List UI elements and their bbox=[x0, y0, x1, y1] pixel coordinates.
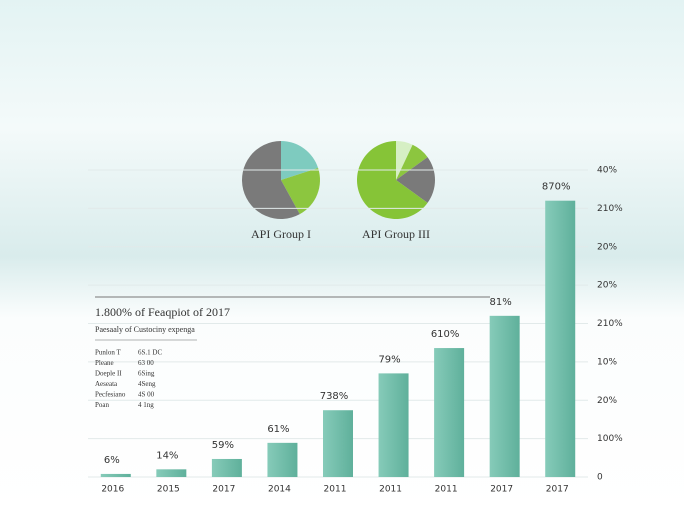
y-tick-label: 20% bbox=[597, 396, 617, 406]
table-cell: Pleane bbox=[95, 359, 114, 367]
y-tick-label: 210% bbox=[597, 319, 623, 329]
bar bbox=[489, 315, 520, 477]
x-tick-label: 2017 bbox=[546, 485, 569, 495]
x-tick-label: 2014 bbox=[268, 485, 291, 495]
table-cell: 4Seng bbox=[138, 380, 156, 388]
chart-title: 1.800% of Feaqpiot of 2017 bbox=[95, 305, 230, 319]
pie-title: API Group I bbox=[251, 227, 311, 241]
table-cell: 63 00 bbox=[138, 359, 154, 367]
value-label: 610% bbox=[431, 329, 460, 340]
pie-slice bbox=[357, 141, 428, 220]
pie-title: API Group III bbox=[362, 227, 430, 241]
x-tick-label: 2017 bbox=[490, 485, 513, 495]
y-tick-label: 100% bbox=[597, 434, 623, 444]
value-label: 79% bbox=[378, 354, 400, 365]
bar bbox=[156, 469, 187, 477]
y-tick-label: 0 bbox=[597, 473, 603, 483]
x-tick-label: 2016 bbox=[101, 485, 124, 495]
value-label: 6% bbox=[104, 455, 120, 466]
value-label: 738% bbox=[320, 391, 349, 402]
pie-slice bbox=[396, 157, 435, 203]
bar bbox=[434, 348, 465, 477]
bar bbox=[100, 473, 131, 477]
value-label: 870% bbox=[542, 182, 571, 193]
x-tick-label: 2015 bbox=[157, 485, 180, 495]
table-cell: Punlon T bbox=[95, 349, 121, 357]
value-label: 59% bbox=[212, 440, 234, 451]
value-label: 61% bbox=[267, 424, 289, 435]
y-tick-label: 40% bbox=[597, 166, 617, 176]
table-cell: 6S.1 DC bbox=[138, 349, 162, 357]
table-cell: 4S 00 bbox=[138, 391, 155, 399]
bar bbox=[267, 442, 298, 477]
table-cell: Doeple II bbox=[95, 370, 122, 378]
bar bbox=[323, 410, 353, 477]
pie-slice bbox=[281, 167, 321, 215]
table-cell: 6Sing bbox=[138, 370, 155, 378]
chart-subtitle: Paesaaly of Custociny expenga bbox=[95, 325, 195, 334]
x-tick-label: 2017 bbox=[212, 485, 235, 495]
x-tick-label: 2011 bbox=[324, 485, 347, 495]
table-cell: Pecfesiano bbox=[95, 391, 126, 399]
value-label: 14% bbox=[156, 450, 178, 461]
y-tick-label: 20% bbox=[597, 242, 617, 252]
table-cell: 4 1ng bbox=[138, 401, 154, 409]
pie-slice bbox=[242, 141, 300, 220]
table-cell: Aeseata bbox=[95, 380, 118, 388]
y-tick-label: 210% bbox=[597, 204, 623, 214]
bar bbox=[378, 373, 409, 477]
table-cell: Poan bbox=[95, 401, 110, 409]
y-tick-label: 10% bbox=[597, 357, 617, 367]
bar bbox=[211, 458, 242, 477]
pie-slice bbox=[396, 144, 428, 180]
bar bbox=[545, 200, 576, 477]
x-tick-label: 2011 bbox=[379, 485, 402, 495]
y-tick-label: 20% bbox=[597, 281, 617, 291]
value-label: 81% bbox=[490, 297, 512, 308]
x-tick-label: 2011 bbox=[435, 485, 458, 495]
